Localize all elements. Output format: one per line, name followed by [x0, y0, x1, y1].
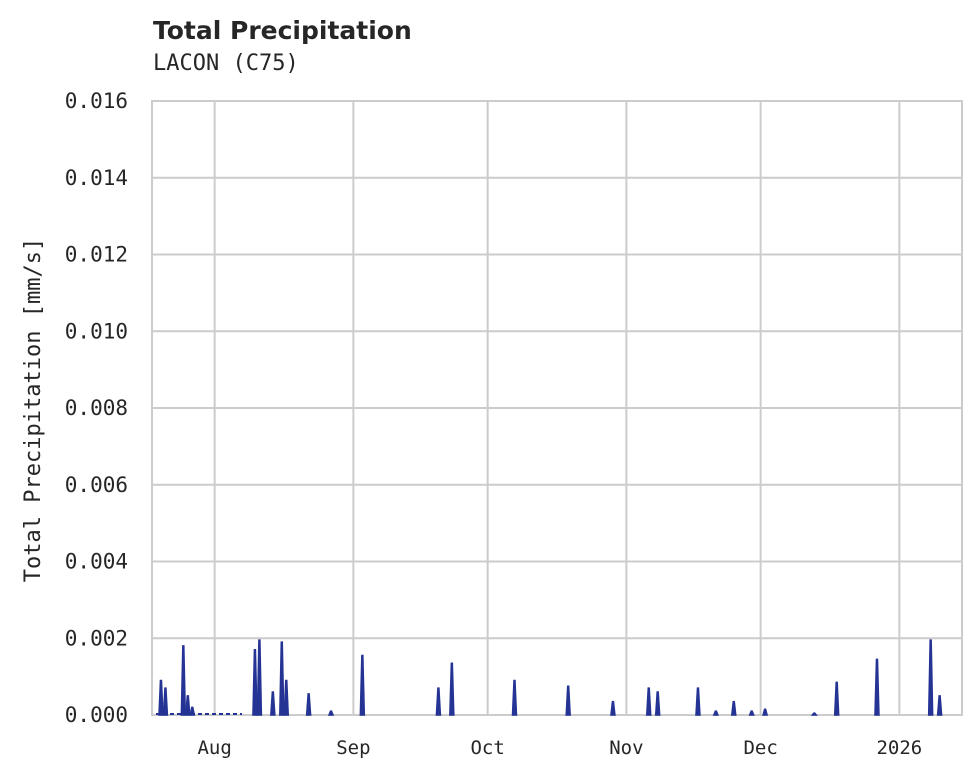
y-axis-ticks: 0.000 0.002 0.004 0.006 0.008 0.010 0.012 0.014…: [65, 89, 128, 727]
precip-spike: [189, 706, 196, 716]
precip-spike: [252, 649, 258, 716]
precip-spike: [610, 700, 616, 716]
precip-spike: [327, 710, 335, 716]
precip-spike: [158, 679, 164, 716]
precip-spike: [565, 685, 571, 716]
precip-spike: [654, 691, 661, 716]
y-tick-label: 0.014: [65, 166, 128, 190]
y-tick-label: 0.006: [65, 473, 128, 497]
y-tick-label: 0.004: [65, 550, 128, 574]
precip-spike: [180, 645, 187, 716]
precip-spike: [162, 687, 169, 716]
precip-spike: [695, 687, 701, 716]
precip-spike: [449, 662, 455, 716]
precip-spike: [359, 654, 366, 716]
x-tick-label: Oct: [470, 737, 504, 759]
precip-spike: [435, 687, 442, 716]
precip-spike: [256, 639, 263, 716]
chart-subtitle: LACON (C75): [153, 51, 299, 76]
precip-spike: [730, 700, 737, 716]
precip-spike: [833, 681, 840, 716]
precip-spike: [184, 695, 191, 716]
y-tick-label: 0.016: [65, 89, 128, 113]
y-tick-label: 0.008: [65, 396, 128, 420]
x-axis-ticks: Aug Sep Oct Nov Dec 2026: [197, 737, 922, 759]
precip-spike: [511, 679, 518, 716]
precip-spike: [645, 687, 652, 716]
x-tick-label: Dec: [743, 737, 777, 759]
precip-spike: [283, 679, 290, 716]
x-tick-label: 2026: [876, 737, 922, 759]
precip-spike: [810, 712, 818, 716]
grid-lines: [152, 100, 962, 716]
y-tick-label: 0.002: [65, 626, 128, 650]
precip-spike: [927, 639, 934, 716]
x-tick-label: Nov: [609, 737, 643, 759]
precip-spike: [712, 710, 719, 716]
precip-spike: [305, 693, 312, 716]
precip-spike: [748, 710, 755, 716]
precip-spike: [279, 641, 285, 716]
y-tick-label: 0.000: [65, 703, 128, 727]
precip-spike: [270, 691, 276, 716]
x-tick-label: Aug: [197, 737, 231, 759]
y-tick-label: 0.012: [65, 243, 128, 267]
chart-title: Total Precipitation: [153, 16, 412, 45]
y-tick-label: 0.010: [65, 319, 128, 343]
x-tick-label: Sep: [336, 737, 370, 759]
plot-frame: [151, 100, 963, 716]
y-axis-label: Total Precipitation [mm/s]: [21, 238, 46, 582]
precip-spike: [936, 695, 943, 716]
precipitation-series: [156, 639, 943, 716]
precip-spike: [874, 658, 880, 716]
precip-spike: [762, 708, 769, 716]
